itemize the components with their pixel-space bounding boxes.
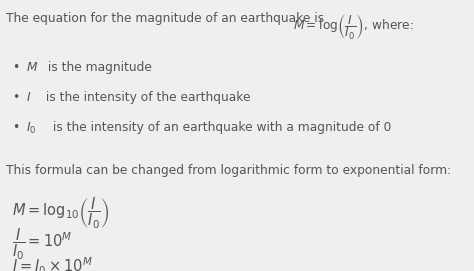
Text: This formula can be changed from logarithmic form to exponential form:: This formula can be changed from logarit… — [6, 164, 451, 177]
Text: $I = I_0 \times 10^{M}$: $I = I_0 \times 10^{M}$ — [12, 256, 93, 271]
Text: is the magnitude: is the magnitude — [44, 61, 152, 74]
Text: The equation for the magnitude of an earthquake is: The equation for the magnitude of an ear… — [6, 12, 328, 25]
Text: is the intensity of the earthquake: is the intensity of the earthquake — [42, 91, 250, 104]
Text: $M$: $M$ — [26, 61, 38, 74]
Text: •: • — [12, 61, 19, 74]
Text: is the intensity of an earthquake with a magnitude of 0: is the intensity of an earthquake with a… — [49, 121, 391, 134]
Text: $\dfrac{I}{I_0} = 10^{M}$: $\dfrac{I}{I_0} = 10^{M}$ — [12, 226, 72, 262]
Text: $M = \log\!\left(\dfrac{I}{I_0}\right)$, where:: $M = \log\!\left(\dfrac{I}{I_0}\right)$,… — [293, 12, 414, 41]
Text: $I_0$: $I_0$ — [26, 121, 36, 136]
Text: $M = \log_{10}\!\left(\dfrac{I}{I_0}\right)$: $M = \log_{10}\!\left(\dfrac{I}{I_0}\rig… — [12, 196, 109, 231]
Text: •: • — [12, 91, 19, 104]
Text: $I$: $I$ — [26, 91, 31, 104]
Text: •: • — [12, 121, 19, 134]
